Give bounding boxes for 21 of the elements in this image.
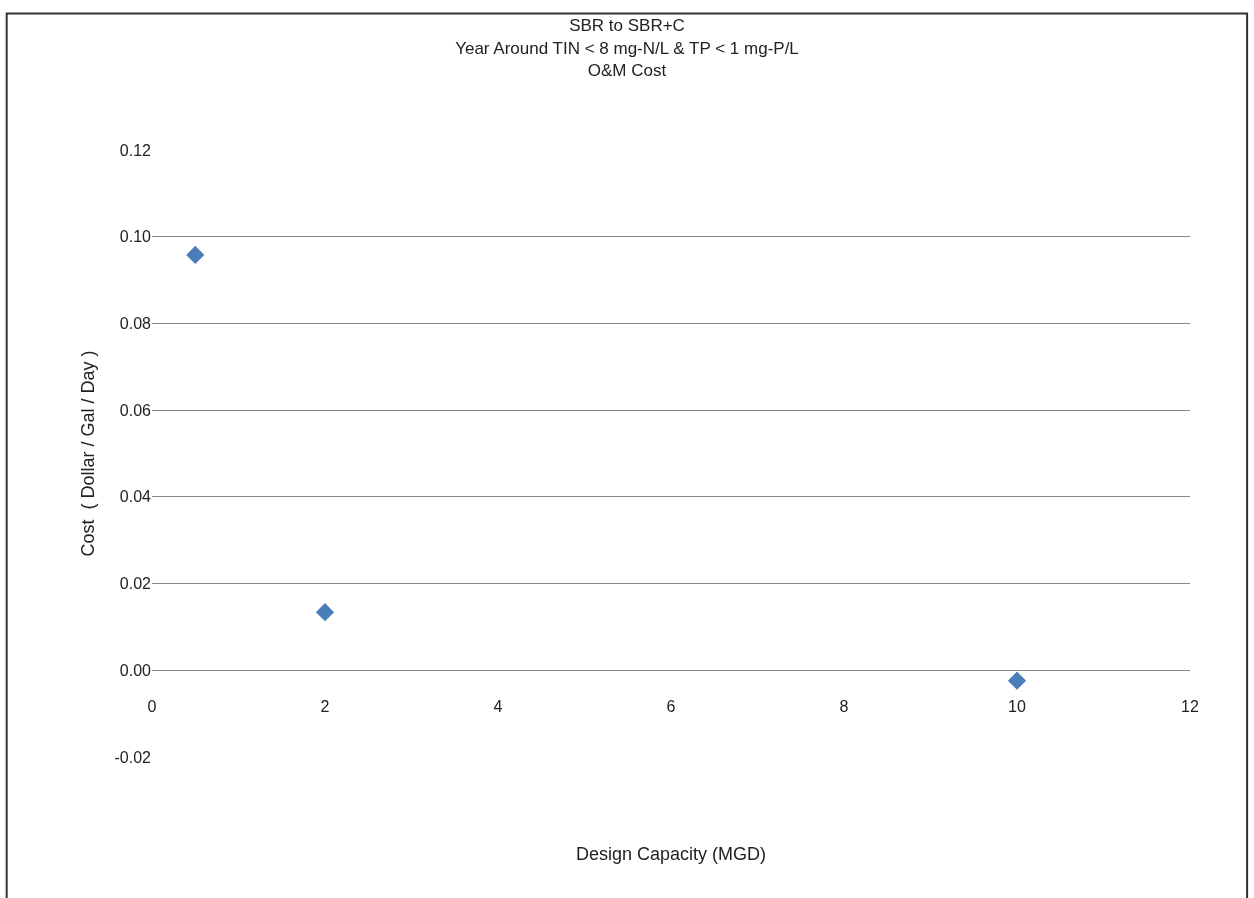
x-tick-label: 0 [147, 698, 157, 716]
x-tick-label: 10 [1008, 698, 1026, 716]
y-tick-label: 0.06 [119, 401, 152, 419]
y-axis-title: Cost ( Dollar / Gal / Day ) [77, 350, 98, 557]
chart-title: SBR to SBR+C Year Around TIN < 8 mg-N/L & TP < 1 mg-P/L O&M Cost [455, 16, 799, 80]
y-tick-label: 0.12 [119, 141, 152, 159]
x-axis-title: Design Capacity (MGD) [576, 844, 767, 864]
x-tick-label: 6 [666, 698, 676, 716]
y-tick-label: 0.08 [119, 315, 152, 333]
y-tick-label: 0.04 [119, 488, 152, 506]
x-tick-label: 12 [1181, 698, 1199, 716]
y-tick-label: 0.10 [119, 228, 152, 246]
point [1007, 671, 1027, 690]
point [186, 245, 205, 265]
point [315, 603, 335, 622]
x-tick-label: 2 [320, 698, 330, 716]
y-tick-label: -0.02 [114, 748, 152, 766]
x-tick-label: 4 [493, 698, 503, 716]
y-tick-label: 0.00 [119, 661, 152, 679]
x-tick-label: 8 [839, 698, 849, 716]
y-tick-label: 0.02 [119, 575, 152, 593]
